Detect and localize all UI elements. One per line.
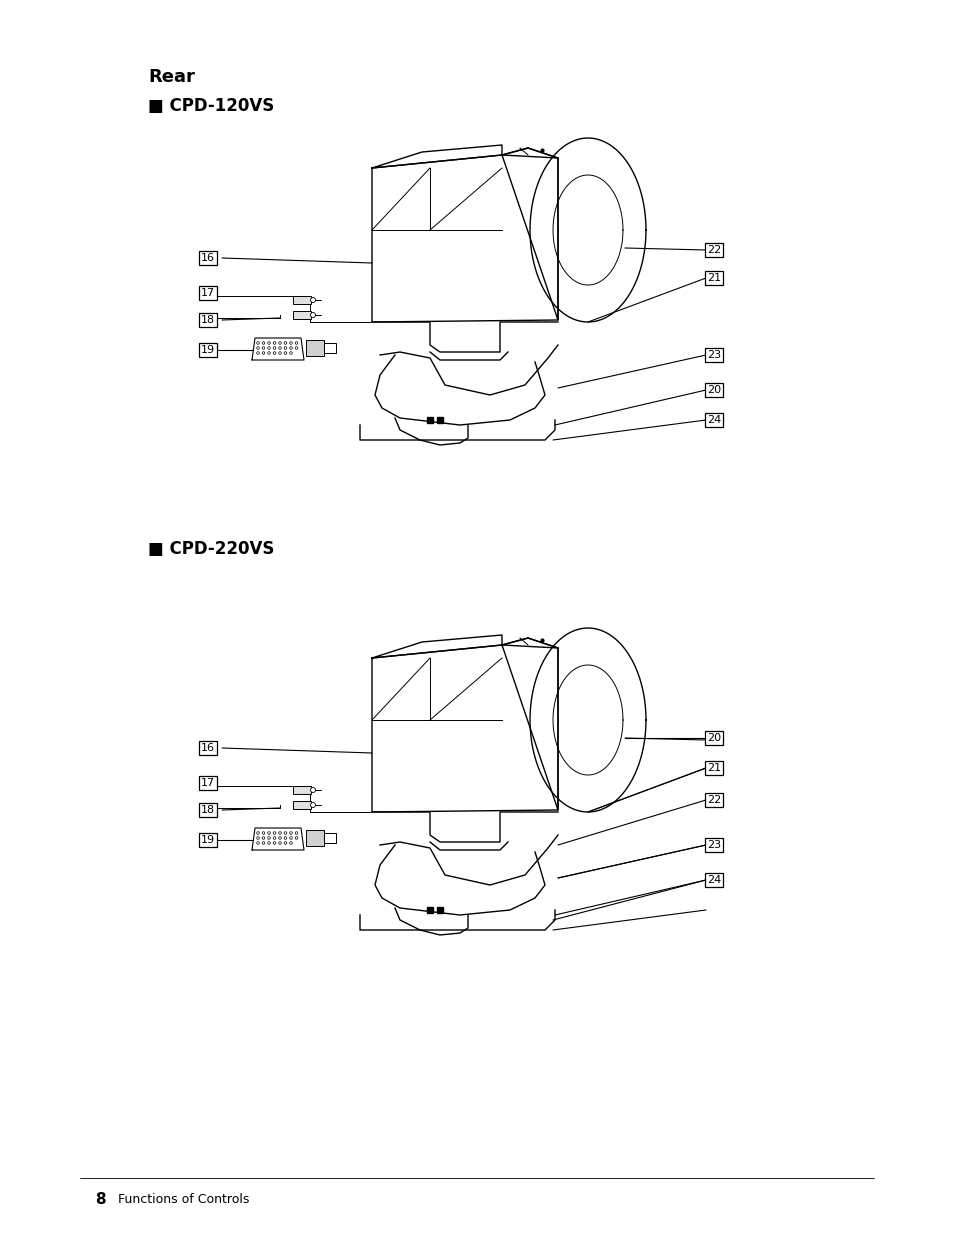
Bar xyxy=(306,830,324,846)
Circle shape xyxy=(256,351,259,354)
Text: 23: 23 xyxy=(706,840,720,850)
Text: 17: 17 xyxy=(201,289,214,298)
Circle shape xyxy=(290,832,292,835)
Bar xyxy=(306,340,324,356)
Circle shape xyxy=(262,837,265,840)
Circle shape xyxy=(294,342,297,344)
Circle shape xyxy=(256,837,259,840)
Text: 21: 21 xyxy=(706,763,720,773)
Circle shape xyxy=(256,842,259,845)
Circle shape xyxy=(290,842,292,845)
Circle shape xyxy=(262,832,265,835)
Circle shape xyxy=(294,832,297,835)
Circle shape xyxy=(284,342,287,344)
Circle shape xyxy=(278,842,281,845)
Text: 17: 17 xyxy=(201,778,214,788)
Circle shape xyxy=(310,788,315,793)
Text: 24: 24 xyxy=(706,416,720,425)
Text: 22: 22 xyxy=(706,795,720,805)
Bar xyxy=(293,296,311,305)
Text: Functions of Controls: Functions of Controls xyxy=(118,1194,249,1206)
Circle shape xyxy=(262,346,265,349)
Circle shape xyxy=(290,351,292,354)
Circle shape xyxy=(262,351,265,354)
Circle shape xyxy=(310,297,315,302)
Bar xyxy=(324,343,335,353)
Circle shape xyxy=(273,842,275,845)
Circle shape xyxy=(273,351,275,354)
Circle shape xyxy=(284,832,287,835)
Text: 20: 20 xyxy=(706,385,720,395)
Circle shape xyxy=(294,346,297,349)
Circle shape xyxy=(310,312,315,318)
Circle shape xyxy=(256,346,259,349)
Circle shape xyxy=(268,837,270,840)
Text: 19: 19 xyxy=(201,835,214,845)
Circle shape xyxy=(273,342,275,344)
Text: 20: 20 xyxy=(706,732,720,743)
Circle shape xyxy=(278,346,281,349)
Bar xyxy=(293,785,311,794)
Bar xyxy=(293,311,311,319)
Circle shape xyxy=(273,832,275,835)
Circle shape xyxy=(268,346,270,349)
Circle shape xyxy=(284,837,287,840)
Circle shape xyxy=(268,842,270,845)
Circle shape xyxy=(268,342,270,344)
Text: 21: 21 xyxy=(706,272,720,284)
Text: 22: 22 xyxy=(706,245,720,255)
Circle shape xyxy=(278,351,281,354)
Bar xyxy=(293,801,311,809)
Text: 18: 18 xyxy=(201,314,214,326)
Circle shape xyxy=(278,837,281,840)
Text: 8: 8 xyxy=(95,1192,106,1207)
Circle shape xyxy=(268,832,270,835)
Circle shape xyxy=(284,351,287,354)
Text: 24: 24 xyxy=(706,875,720,885)
Circle shape xyxy=(273,837,275,840)
Circle shape xyxy=(262,842,265,845)
Circle shape xyxy=(294,837,297,840)
Circle shape xyxy=(268,351,270,354)
Text: 16: 16 xyxy=(201,253,214,263)
Text: ■ CPD-120VS: ■ CPD-120VS xyxy=(148,97,274,115)
Text: 23: 23 xyxy=(706,350,720,360)
Text: ■ CPD-220VS: ■ CPD-220VS xyxy=(148,540,274,559)
Circle shape xyxy=(256,342,259,344)
Text: 18: 18 xyxy=(201,805,214,815)
Circle shape xyxy=(284,842,287,845)
Text: 16: 16 xyxy=(201,743,214,753)
Circle shape xyxy=(290,346,292,349)
Circle shape xyxy=(262,342,265,344)
Text: Rear: Rear xyxy=(148,68,194,86)
Circle shape xyxy=(278,342,281,344)
Circle shape xyxy=(284,346,287,349)
Circle shape xyxy=(310,803,315,808)
Bar xyxy=(324,834,335,843)
Circle shape xyxy=(290,342,292,344)
Circle shape xyxy=(290,837,292,840)
Circle shape xyxy=(273,346,275,349)
Circle shape xyxy=(278,832,281,835)
Circle shape xyxy=(256,832,259,835)
Text: 19: 19 xyxy=(201,345,214,355)
